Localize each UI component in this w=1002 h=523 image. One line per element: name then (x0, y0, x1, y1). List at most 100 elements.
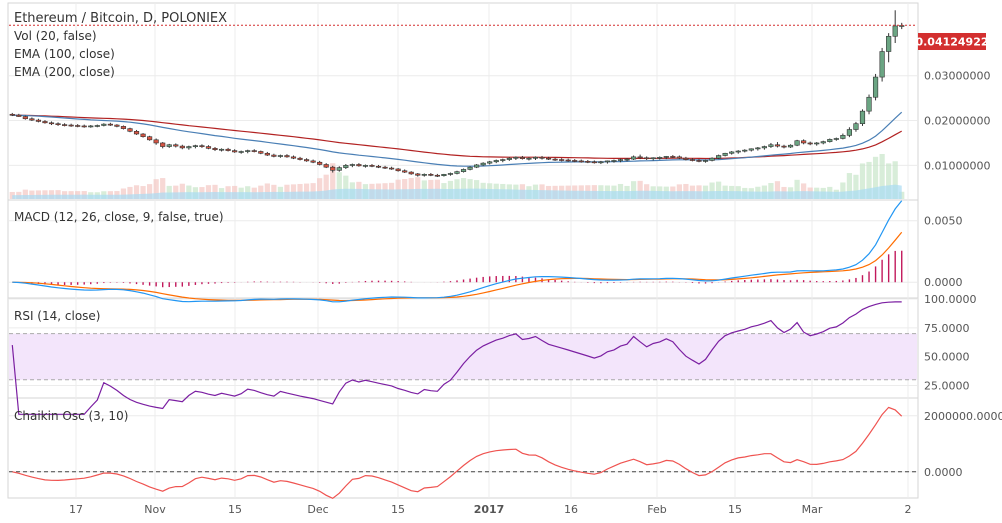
candle-up (827, 139, 833, 142)
candle-up (500, 159, 506, 161)
chart-title: Ethereum / Bitcoin, D, POLONIEX (14, 11, 227, 26)
y-tick-label: 100.0000 (924, 293, 977, 306)
candle-down (205, 146, 212, 149)
volume-bar (460, 177, 467, 199)
x-tick-label: 2017 (474, 503, 505, 516)
volume-bar (310, 183, 316, 199)
rsi-band-lines (9, 333, 917, 381)
candle-down (303, 159, 310, 162)
candle-up (166, 144, 172, 147)
candle-up (238, 151, 244, 153)
candle-up (755, 147, 761, 150)
volume-bar (120, 188, 127, 199)
candle-down (297, 157, 303, 160)
candle-down (382, 166, 388, 169)
volume-bar (127, 186, 133, 199)
volume-bar (179, 183, 185, 199)
candle-down (199, 145, 205, 147)
candle-down (696, 160, 702, 162)
volume-bar (42, 190, 48, 199)
volume-bar (794, 179, 800, 199)
candle-down (173, 144, 179, 147)
chaikin-pane (7, 397, 919, 499)
candle-up (872, 76, 879, 98)
y-tick-label: 25.0000 (924, 379, 970, 392)
volume-bar (160, 178, 166, 199)
volume-bar (859, 163, 866, 199)
candle-up (192, 145, 198, 147)
candle-up (814, 142, 820, 145)
candle-up (879, 51, 885, 78)
legend-ema200: EMA (200, close) (14, 65, 115, 79)
candle-down (75, 125, 81, 127)
y-tick-label: 0.0000 (924, 276, 963, 289)
candle-down (48, 122, 55, 125)
candle-up (277, 155, 284, 157)
volume-bar (297, 183, 303, 199)
candle-up (742, 149, 748, 152)
y-tick-label: 0.0050 (924, 215, 963, 228)
volume-bar (35, 190, 42, 199)
candle-up (846, 129, 852, 136)
y-tick-label: 0.0000 (924, 466, 963, 479)
candle-down (114, 124, 120, 127)
candle-up (833, 138, 839, 140)
candle-down (140, 133, 146, 137)
candle-down (317, 161, 323, 165)
candle-up (460, 169, 467, 172)
candle-up (866, 96, 872, 112)
x-tick-label: Dec (307, 503, 328, 516)
volume-bar (774, 181, 781, 199)
candle-down (55, 123, 61, 125)
candle-up (336, 167, 342, 171)
last-price-label: 0.04124922 (915, 36, 988, 49)
candle-down (356, 164, 362, 167)
volume-bar (29, 190, 35, 199)
candle-down (585, 161, 591, 163)
volume-bar (886, 163, 892, 199)
candle-up (748, 148, 754, 151)
volume-bars (9, 154, 905, 199)
volume-bar (846, 173, 853, 199)
pane-frames (7, 2, 919, 499)
candle-down (264, 152, 270, 156)
y-tick-label: 50.0000 (924, 351, 970, 364)
candle-down (683, 157, 689, 160)
candle-down (258, 151, 264, 154)
candle-up (859, 110, 866, 124)
candle-down (637, 156, 643, 159)
volume-bar (630, 181, 637, 199)
candle-up (617, 159, 624, 161)
volume-bar (892, 161, 898, 199)
candle-down (545, 157, 552, 160)
candle-down (689, 159, 696, 161)
candle-down (591, 161, 597, 164)
candle-down (565, 159, 571, 162)
candle-down (375, 165, 382, 168)
volume-bar (899, 191, 905, 199)
volume-bar (166, 185, 172, 199)
candle-down (22, 116, 28, 120)
volume-bar (415, 177, 421, 199)
candle-up (886, 35, 892, 52)
legend-ema100: EMA (100, close) (14, 47, 115, 61)
candle-down (428, 174, 434, 176)
volume-bar (153, 179, 159, 199)
candle-down (552, 158, 558, 161)
candle-up (840, 135, 846, 139)
candle-up (624, 158, 630, 161)
candle-up (493, 160, 499, 163)
volume-bar (330, 163, 336, 199)
candle-up (362, 165, 369, 167)
candle-down (670, 156, 676, 158)
candle-down (133, 131, 140, 135)
candle-down (323, 164, 329, 168)
volume-bar (343, 175, 349, 199)
candle-down (434, 174, 440, 177)
candle-down (81, 125, 87, 128)
candle-up (101, 123, 107, 126)
volume-bar (173, 185, 179, 199)
y-tick-label: 75.0000 (924, 322, 970, 335)
candle-down (330, 166, 336, 171)
